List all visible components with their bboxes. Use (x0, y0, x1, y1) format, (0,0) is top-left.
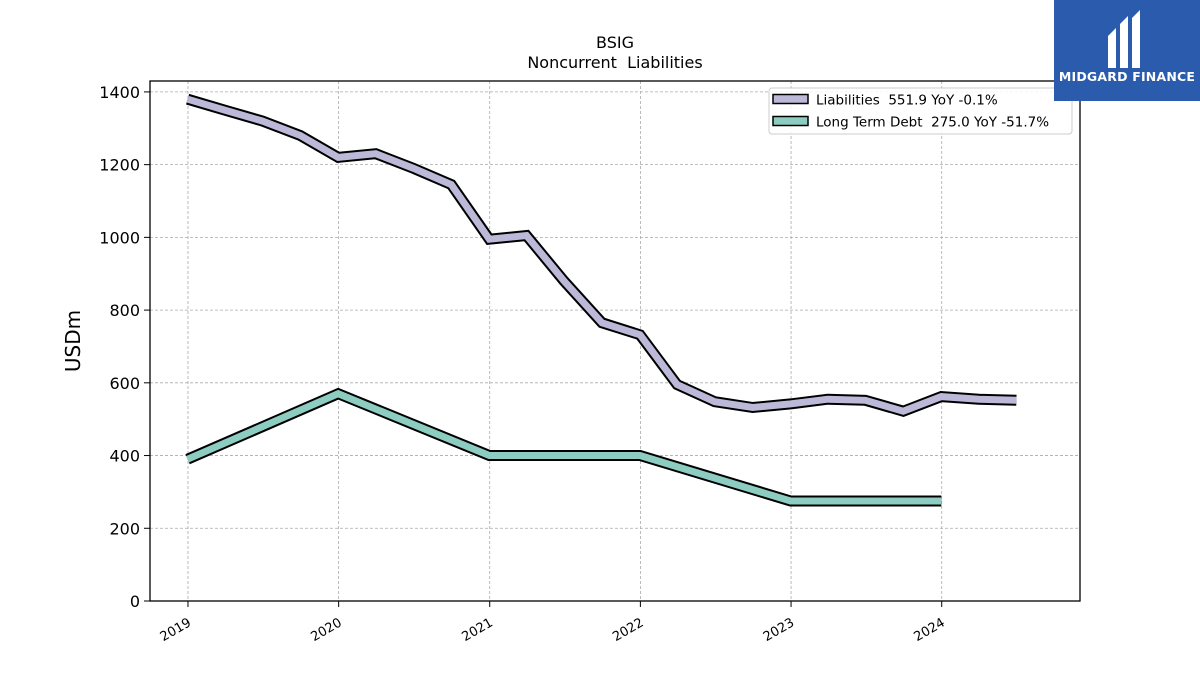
legend-label-long-term-debt: Long Term Debt 275.0 YoY -51.7% (816, 115, 1049, 131)
x-tick-label: 2023 (761, 615, 797, 645)
chart-title: BSIG (596, 33, 634, 52)
logo-mark-icon (1108, 10, 1140, 68)
y-axis-label: USDm (61, 310, 85, 372)
midgard-finance-logo: MIDGARD FINANCE (1054, 0, 1200, 101)
legend-label-liabilities: Liabilities 551.9 YoY -0.1% (816, 93, 998, 109)
y-tick-label: 800 (109, 301, 140, 320)
series-line-1 (186, 389, 942, 505)
x-tick-label: 2019 (158, 615, 194, 645)
x-tick-label: 2020 (308, 615, 344, 645)
series-line-0 (186, 95, 1017, 415)
legend: Liabilities 551.9 YoY -0.1% Long Term De… (768, 87, 1073, 135)
y-tick-label: 1200 (99, 156, 140, 175)
y-tick-label: 0 (130, 592, 140, 611)
grid (150, 81, 1080, 601)
y-tick-label: 600 (109, 374, 140, 393)
plot-frame (149, 80, 1081, 602)
chart-subtitle: Noncurrent Liabilities (527, 53, 702, 72)
y-tick-label: 200 (109, 519, 140, 538)
y-axis: 0 200 400 600 800 1000 1200 1400 (99, 83, 150, 611)
y-tick-label: 1400 (99, 83, 140, 102)
legend-swatch-long-term-debt (772, 115, 809, 127)
x-axis: 2019 2020 2021 2022 2023 2024 (158, 601, 948, 645)
x-tick-label: 2021 (460, 615, 496, 645)
x-tick-label: 2024 (912, 615, 948, 645)
legend-box (768, 87, 1073, 135)
series-layer (185, 93, 1017, 507)
x-tick-label: 2022 (610, 615, 646, 645)
legend-swatch-liabilities (772, 93, 809, 105)
y-tick-label: 1000 (99, 228, 140, 247)
y-tick-label: 400 (109, 447, 140, 466)
logo-text: MIDGARD FINANCE (1058, 69, 1196, 84)
